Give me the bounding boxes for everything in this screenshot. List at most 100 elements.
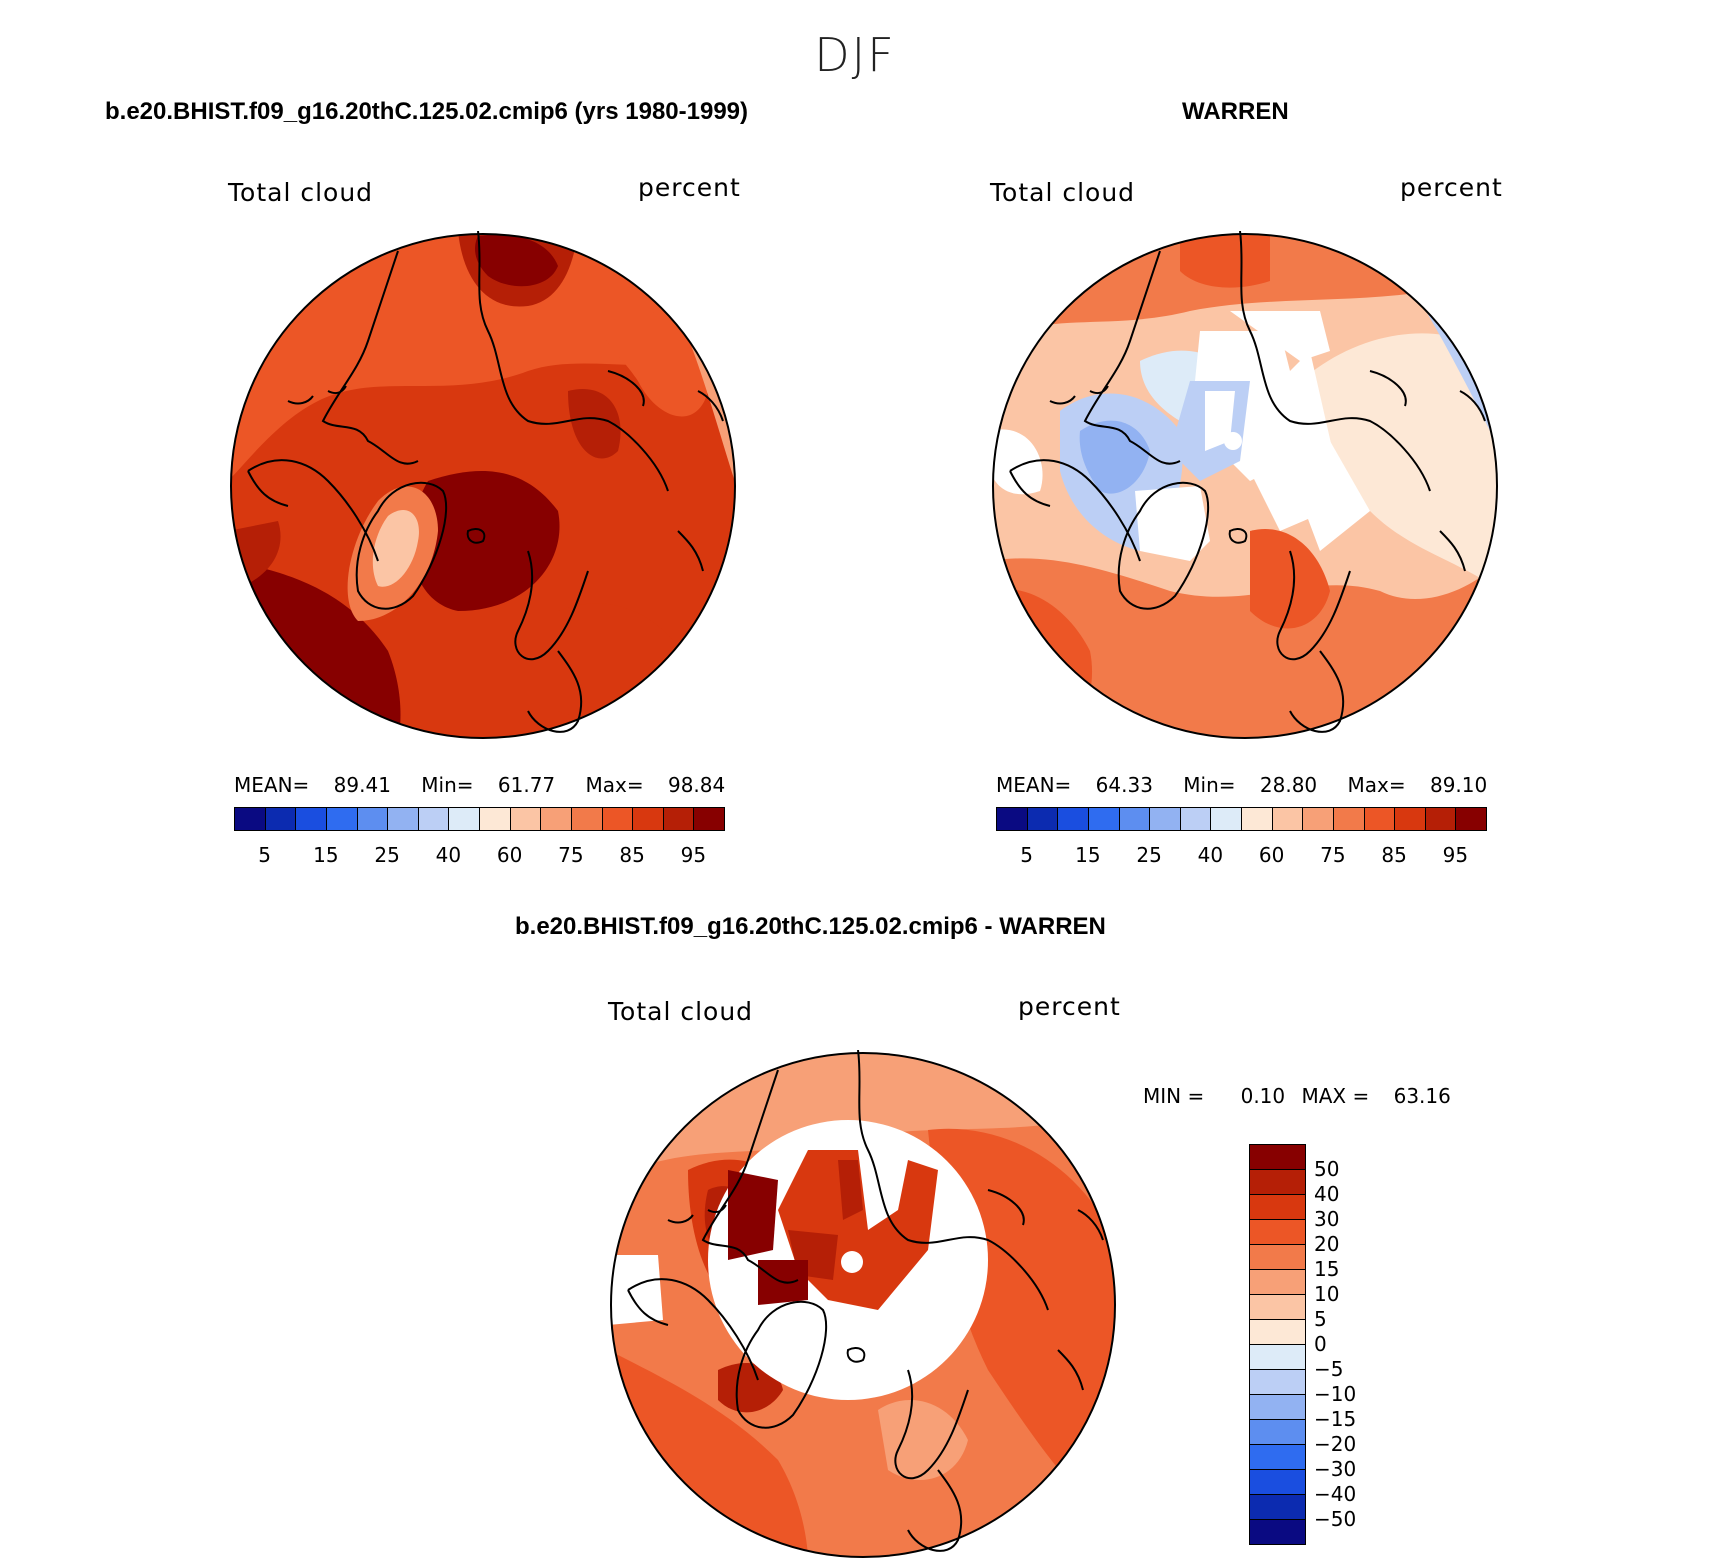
colorbar-box xyxy=(448,807,480,831)
panel1-colorbar xyxy=(234,807,725,833)
panel2-colorbar xyxy=(996,807,1487,833)
colorbar-tick-label: 75 xyxy=(558,843,584,867)
diff-field-region xyxy=(878,1400,968,1480)
colorbar-box xyxy=(1210,807,1242,831)
panel2-missing-region xyxy=(993,429,1043,495)
colorbar-box xyxy=(1363,807,1396,831)
colorbar-tick-label: 20 xyxy=(1314,1232,1340,1256)
colorbar-box xyxy=(662,807,695,831)
panel1-polar-map xyxy=(230,231,736,739)
colorbar-box xyxy=(234,807,266,831)
panel2-min-label: Min= xyxy=(1183,773,1236,797)
diff-max-label: MAX = xyxy=(1301,1084,1370,1108)
panel2-field-region xyxy=(993,558,1497,738)
panel1-map-border xyxy=(230,233,736,739)
colorbar-box xyxy=(1087,807,1120,831)
colorbar-box xyxy=(1249,1244,1306,1270)
panel2-variable-label: Total cloud xyxy=(990,178,1136,207)
panel1-variable-label: Total cloud xyxy=(228,178,374,207)
colorbar-tick-label: 25 xyxy=(1136,843,1162,867)
colorbar-tick-label: 5 xyxy=(1314,1307,1327,1331)
panel2-field-region xyxy=(1250,529,1330,629)
colorbar-tick-label: 40 xyxy=(1314,1182,1340,1206)
colorbar-tick-label: 75 xyxy=(1320,843,1346,867)
panel2-colorbar-ticks: 5 15 25 40 60 75 85 95 xyxy=(996,843,1486,867)
colorbar-box xyxy=(1249,1419,1306,1445)
diff-field-region xyxy=(728,1170,778,1260)
panel2-mean-label: MEAN= xyxy=(996,773,1072,797)
panel1-min-value: 61.77 xyxy=(497,773,556,797)
panel1-field-region xyxy=(475,234,558,287)
colorbar-box xyxy=(1249,1269,1306,1295)
colorbar-tick-label: 95 xyxy=(1442,843,1469,867)
colorbar-tick-label: 5 xyxy=(258,843,271,867)
panel2-unit-label: percent xyxy=(1400,173,1503,202)
panel1-coastlines xyxy=(247,231,724,733)
colorbar-box xyxy=(1149,807,1181,831)
panel2-min-value: 28.80 xyxy=(1259,773,1318,797)
colorbar-box xyxy=(1249,1494,1306,1520)
colorbar-box xyxy=(1302,807,1334,831)
panel2-missing-region xyxy=(1290,441,1370,551)
panel1-max-value: 98.84 xyxy=(667,773,726,797)
colorbar-box xyxy=(1249,1319,1306,1345)
panel2-max-value: 89.10 xyxy=(1429,773,1488,797)
panel1-mean-value: 89.41 xyxy=(333,773,391,797)
panel2-case-title: WARREN xyxy=(1182,98,1289,125)
colorbar-box xyxy=(1249,1169,1306,1195)
colorbar-box xyxy=(570,807,603,831)
panel2-missing-region xyxy=(1135,486,1210,561)
panel1-field-region xyxy=(231,234,735,481)
colorbar-box xyxy=(1249,1219,1306,1245)
colorbar-box xyxy=(1394,807,1426,831)
colorbar-tick-label: 0 xyxy=(1314,1332,1327,1356)
colorbar-tick-label: −20 xyxy=(1314,1432,1357,1456)
colorbar-box xyxy=(387,807,419,831)
colorbar-tick-label: 15 xyxy=(313,843,339,867)
panel1-field-region xyxy=(411,471,560,611)
diff-min-label: MIN = xyxy=(1143,1084,1205,1108)
colorbar-box xyxy=(1249,1194,1306,1220)
colorbar-tick-label: 50 xyxy=(1314,1157,1340,1181)
panel2-field-region xyxy=(1180,234,1270,288)
panel1-min-label: Min= xyxy=(421,773,474,797)
colorbar-box xyxy=(1249,1344,1306,1370)
panel2-missing-region xyxy=(1230,311,1330,361)
colorbar-box xyxy=(1249,1369,1306,1395)
colorbar-box xyxy=(601,807,634,831)
colorbar-tick-label: 15 xyxy=(1314,1257,1340,1281)
colorbar-box xyxy=(1241,807,1273,831)
colorbar-box xyxy=(996,807,1028,831)
colorbar-box xyxy=(325,807,358,831)
colorbar-tick-label: 95 xyxy=(680,843,707,867)
panel1-colorbar-ticks: 5 15 25 40 60 75 85 95 xyxy=(234,843,724,867)
colorbar-box xyxy=(356,807,389,831)
colorbar-box xyxy=(1249,1469,1306,1495)
colorbar-box xyxy=(1424,807,1457,831)
diff-coastlines xyxy=(627,1050,1104,1552)
colorbar-tick-label: −40 xyxy=(1314,1482,1357,1506)
panel1-unit-label: percent xyxy=(638,173,741,202)
colorbar-tick-label: 40 xyxy=(1197,843,1224,867)
panel2-mean-value: 64.33 xyxy=(1095,773,1153,797)
panel1-max-label: Max= xyxy=(585,773,644,797)
colorbar-box xyxy=(1249,1294,1306,1320)
colorbar-box xyxy=(1332,807,1365,831)
panel2-field-region xyxy=(1290,333,1497,591)
colorbar-box xyxy=(1249,1444,1306,1470)
panel2-map-border xyxy=(992,233,1498,739)
colorbar-tick-label: 30 xyxy=(1314,1207,1340,1231)
colorbar-box xyxy=(295,807,327,831)
colorbar-box xyxy=(1179,807,1212,831)
diff-colorbar-ticks: 50 40 30 20 15 10 5 0 −5 −10 −15 −20 −30 −40 −50 xyxy=(1314,1144,1394,1544)
colorbar-box xyxy=(264,807,297,831)
panel1-mean-label: MEAN= xyxy=(234,773,310,797)
colorbar-tick-label: 5 xyxy=(1020,843,1033,867)
panel1-field-region xyxy=(598,305,708,417)
colorbar-box xyxy=(693,807,725,831)
diff-pole-hole xyxy=(841,1251,863,1273)
colorbar-box xyxy=(1249,1519,1306,1545)
colorbar-box xyxy=(1057,807,1089,831)
colorbar-tick-label: −50 xyxy=(1314,1507,1357,1531)
figure-title: DJF xyxy=(814,28,896,82)
